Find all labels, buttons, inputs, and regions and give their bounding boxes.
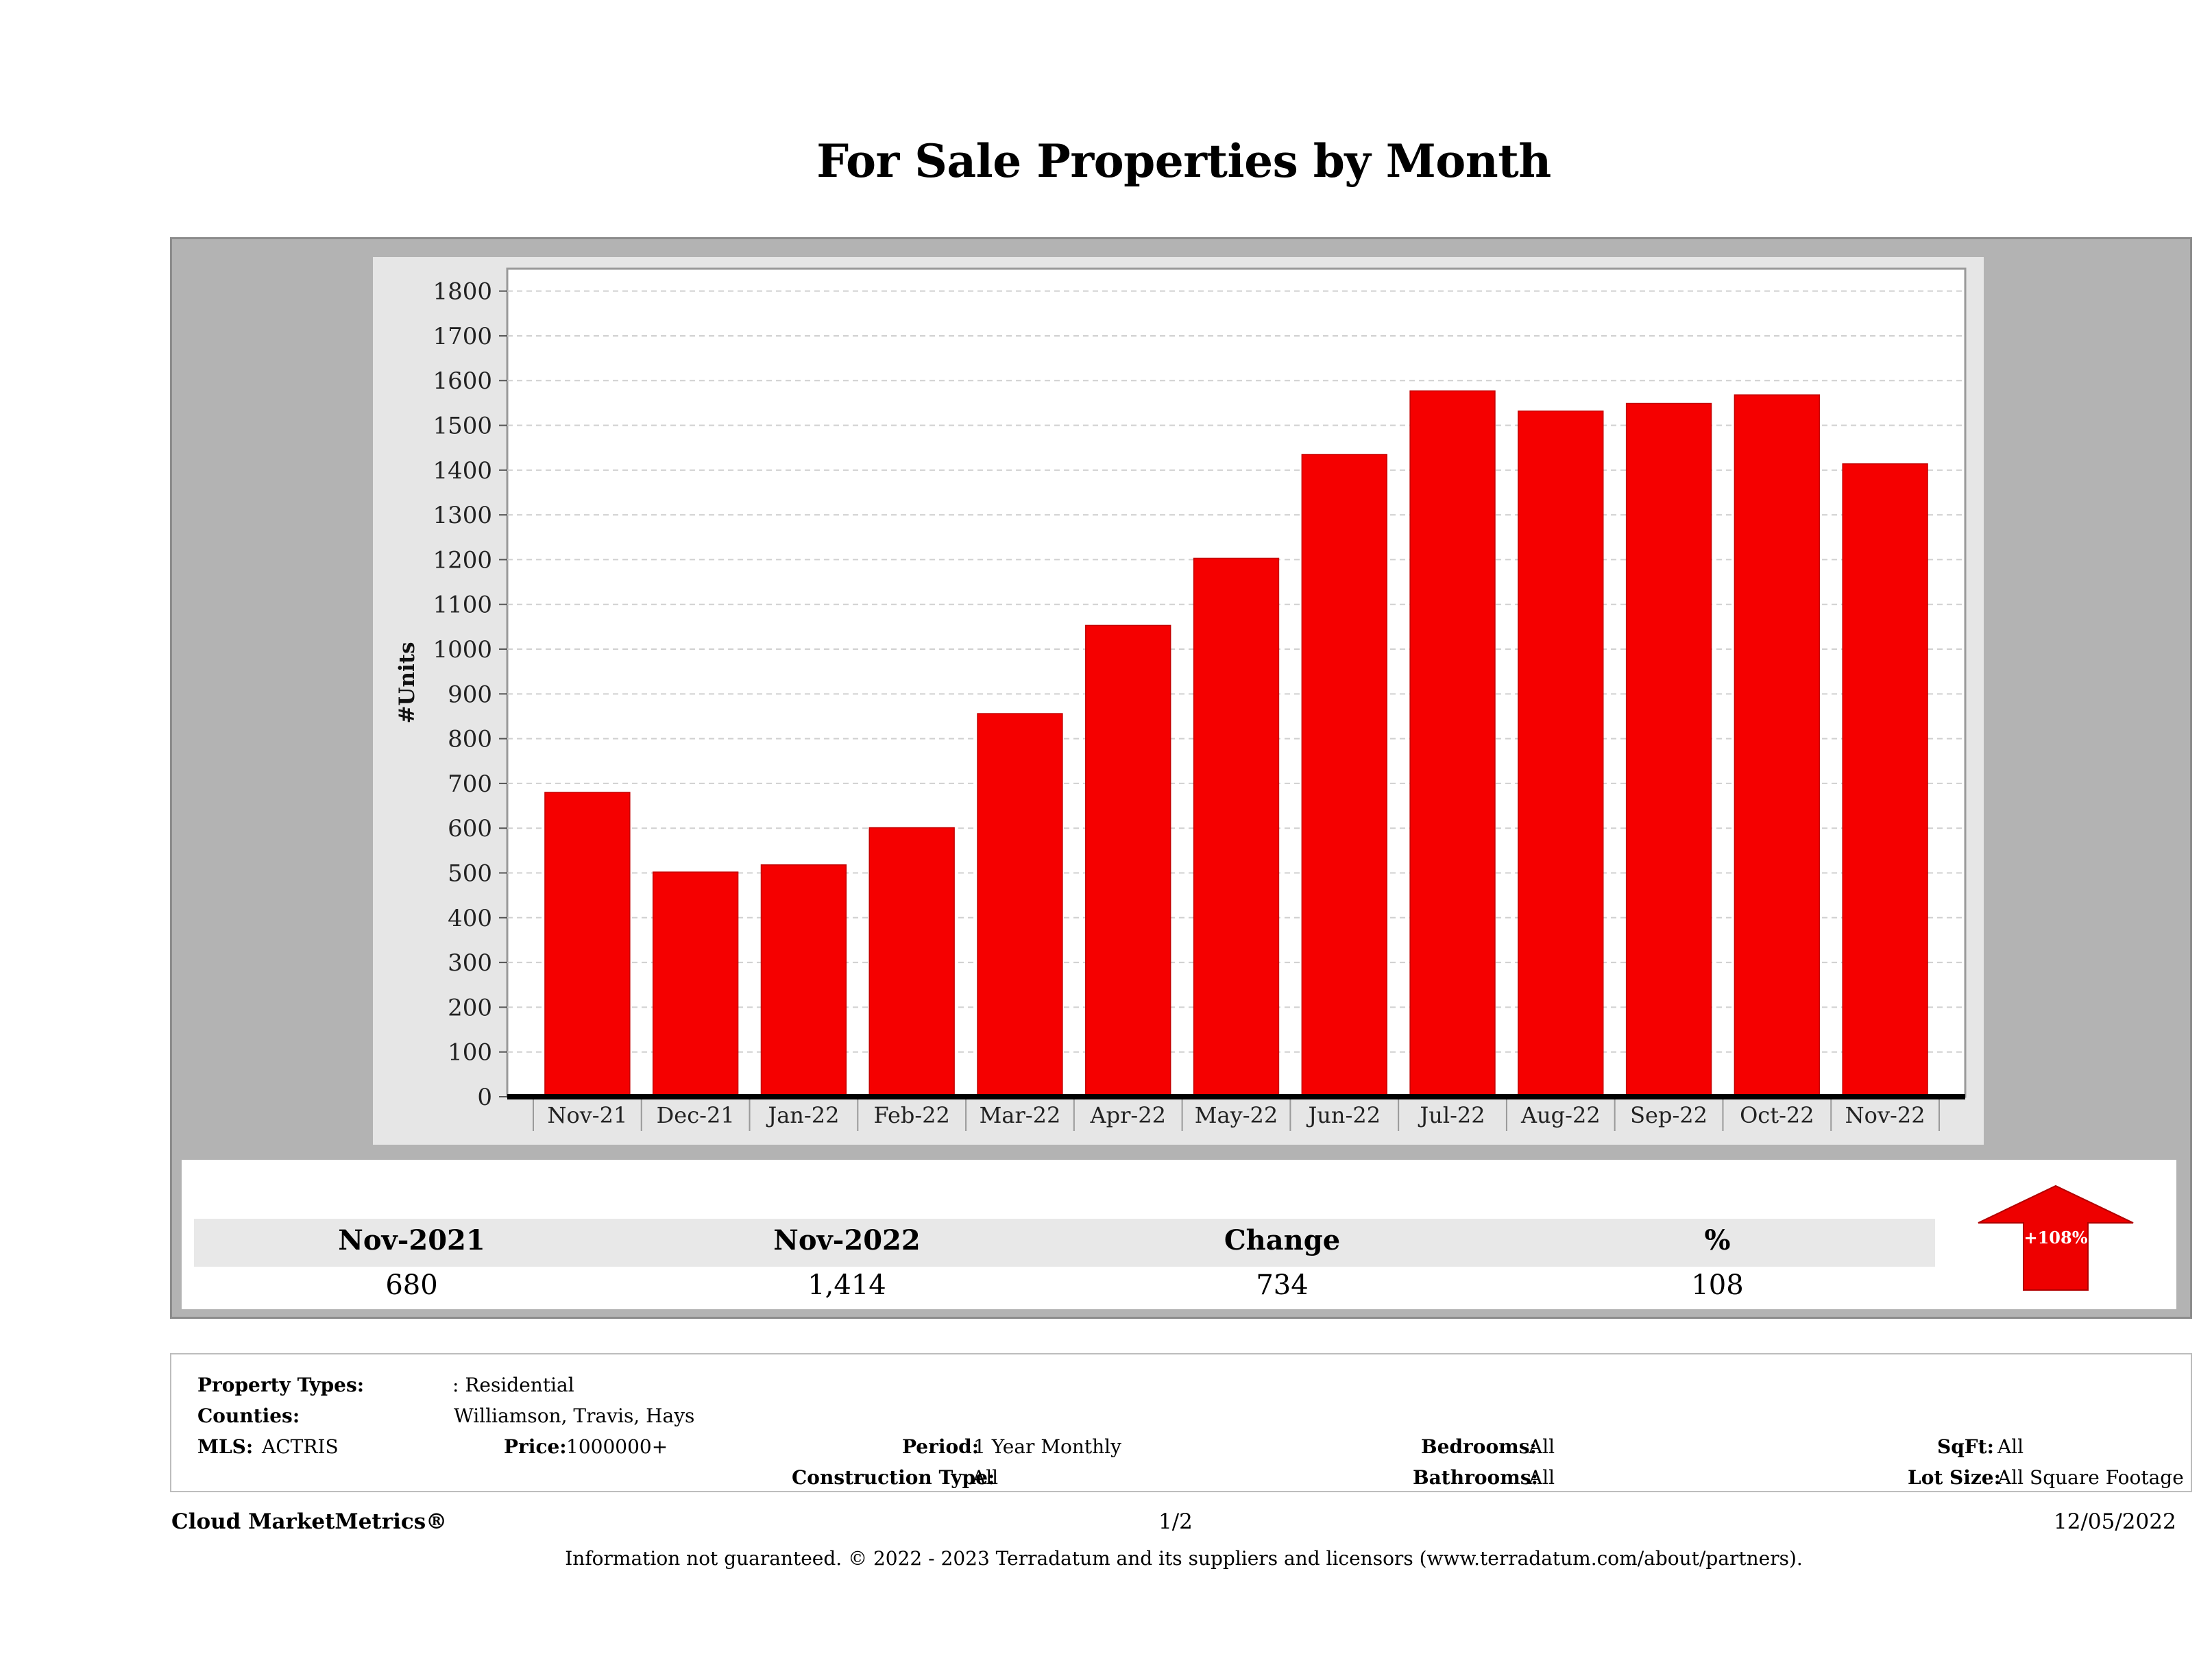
stats-value-percent: 108	[1691, 1269, 1744, 1301]
bar	[1085, 624, 1171, 1097]
disclaimer: Information not guaranteed. © 2022 - 202…	[565, 1547, 1803, 1570]
x-tick-label: Jan-22	[766, 1102, 839, 1128]
y-tick-label: 1600	[433, 367, 492, 395]
search-criteria: Property Types: : Residential Counties: …	[170, 1353, 2192, 1492]
bar	[1518, 410, 1604, 1097]
bar	[868, 827, 955, 1097]
sqft-value: All	[1997, 1435, 2024, 1458]
y-tick-label: 600	[448, 815, 492, 842]
lot-size-value: All Square Footage	[1997, 1466, 2184, 1489]
x-tick-label: Feb-22	[873, 1102, 949, 1128]
y-tick-label: 1300	[433, 502, 492, 529]
bar	[652, 871, 739, 1097]
y-tick-label: 0	[477, 1084, 492, 1111]
construction-type-label: Construction Type:	[792, 1466, 995, 1489]
bar	[544, 792, 631, 1097]
stats-blank-row	[194, 1172, 1935, 1219]
stats-header-row: Nov-2021 Nov-2022 Change %	[194, 1219, 1935, 1267]
sqft-label: SqFt:	[1937, 1435, 1994, 1458]
x-tick-label: Apr-22	[1090, 1102, 1166, 1128]
bedrooms-label: Bedrooms:	[1421, 1435, 1537, 1458]
mls-label: MLS:	[197, 1435, 254, 1458]
stats-table: Nov-2021 Nov-2022 Change % 680 1,414 734…	[194, 1172, 1935, 1304]
lot-size-label: Lot Size:	[1908, 1466, 2001, 1489]
bar	[1409, 390, 1496, 1097]
bar	[1625, 402, 1712, 1097]
y-tick-label: 800	[448, 726, 492, 753]
counties-value: Williamson, Travis, Hays	[454, 1405, 695, 1427]
bar-chart: 0 100 200 300 400 500 600 700 800 900 1000 1100 1200…	[395, 267, 1967, 1131]
counties-label: Counties:	[197, 1405, 300, 1427]
y-tick-label: 1200	[433, 546, 492, 574]
price-value: 1000000+	[566, 1435, 668, 1458]
trend-badge: +108%	[1965, 1172, 2147, 1302]
stats-header-end: Nov-2022	[773, 1224, 921, 1256]
bar	[977, 713, 1063, 1097]
y-tick-label: 700	[448, 770, 492, 798]
x-tick-label: Aug-22	[1520, 1102, 1601, 1128]
y-tick-label: 1800	[433, 278, 492, 306]
mls-value: ACTRIS	[262, 1435, 339, 1458]
stats-value-end: 1,414	[807, 1269, 886, 1301]
price-label: Price:	[504, 1435, 567, 1458]
x-tick-label: May-22	[1195, 1102, 1278, 1128]
x-tick-label: Mar-22	[980, 1102, 1061, 1128]
bathrooms-label: Bathrooms:	[1413, 1466, 1538, 1489]
y-tick-label: 400	[448, 905, 492, 932]
y-tick-label: 1100	[433, 592, 492, 619]
stats-header-percent: %	[1704, 1224, 1731, 1256]
y-tick-label: 100	[448, 1039, 492, 1067]
x-tick-label: Oct-22	[1740, 1102, 1814, 1128]
period-label: Period:	[902, 1435, 980, 1458]
period-value: 1 Year Monthly	[973, 1435, 1121, 1458]
stats-value-row: 680 1,414 734 108	[194, 1267, 1935, 1304]
y-tick-label: 1000	[433, 636, 492, 664]
bathrooms-value: All	[1529, 1466, 1555, 1489]
stats-value-change: 734	[1256, 1269, 1309, 1301]
x-tick-label: Nov-22	[1845, 1102, 1925, 1128]
trend-badge-text: +108%	[2023, 1228, 2087, 1248]
x-tick-label: Sep-22	[1630, 1102, 1707, 1128]
y-axis-label: #Units	[395, 642, 420, 723]
up-arrow-icon: +108%	[1978, 1184, 2134, 1291]
x-tick-label: Nov-21	[547, 1102, 627, 1128]
page-title: For Sale Properties by Month	[816, 134, 1551, 188]
y-tick-label: 300	[448, 949, 492, 977]
page-number: 1/2	[1158, 1509, 1193, 1534]
y-tick-label: 900	[448, 681, 492, 708]
x-tick-label: Dec-21	[657, 1102, 735, 1128]
report-date: 12/05/2022	[2054, 1509, 2176, 1534]
y-tick-label: 200	[448, 994, 492, 1021]
construction-type-value: All	[972, 1466, 999, 1489]
stats-header-change: Change	[1224, 1224, 1341, 1256]
bar	[760, 864, 847, 1097]
bar	[1301, 454, 1387, 1097]
bar	[1193, 557, 1280, 1097]
y-tick-label: 1700	[433, 323, 492, 350]
x-tick-label: Jul-22	[1418, 1102, 1485, 1128]
stats-header-start: Nov-2021	[338, 1224, 485, 1256]
stats-value-start: 680	[385, 1269, 438, 1301]
x-tick-label: Jun-22	[1306, 1102, 1381, 1128]
property-types-value: : Residential	[452, 1374, 574, 1396]
y-tick-label: 1400	[433, 457, 492, 485]
bedrooms-value: All	[1529, 1435, 1555, 1458]
brand-name: Cloud MarketMetrics®	[171, 1509, 448, 1534]
property-types-label: Property Types:	[197, 1374, 365, 1396]
y-tick-label: 500	[448, 860, 492, 888]
y-tick-label: 1500	[433, 413, 492, 440]
bar	[1842, 463, 1928, 1097]
bar	[1734, 394, 1821, 1097]
